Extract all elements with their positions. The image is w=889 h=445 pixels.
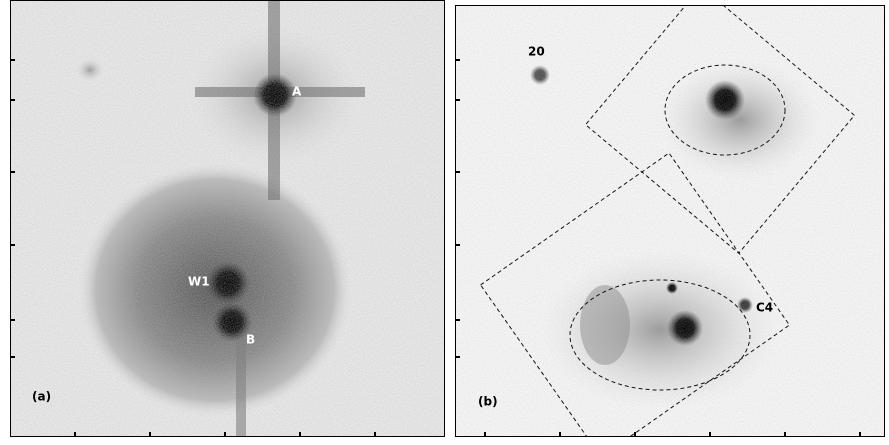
panel-a <box>10 0 445 437</box>
panel-frame <box>10 0 445 437</box>
ticks <box>10 59 376 437</box>
annotation: B <box>246 333 255 347</box>
panel-b <box>455 5 885 437</box>
annotation: C4 <box>756 301 773 315</box>
annotation: A <box>292 85 302 99</box>
panel-label: (a) <box>32 390 51 404</box>
ticks <box>455 59 861 437</box>
annotation: 20 <box>528 45 545 59</box>
panel-frame <box>455 5 885 437</box>
panel-label: (b) <box>478 395 498 409</box>
annotation: W1 <box>188 275 210 289</box>
